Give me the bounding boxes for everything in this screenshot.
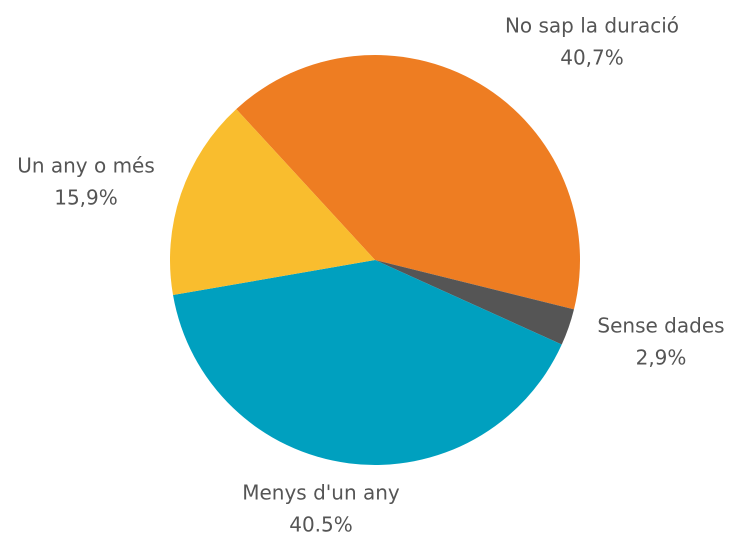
slice-value: 2,9% (636, 346, 687, 370)
slice-value: 40.5% (289, 513, 353, 534)
pie-slice (173, 260, 562, 465)
slice-value: 15,9% (54, 186, 118, 210)
slice-value: 40,7% (560, 46, 624, 70)
slice-label: Sense dades (597, 314, 724, 338)
slice-label: Un any o més (17, 154, 155, 178)
pie-slice (375, 260, 574, 345)
pie-slice (170, 109, 375, 296)
slice-label: Menys d'un any (242, 481, 400, 505)
pie-slice (236, 55, 580, 310)
slice-label: No sap la duració (505, 14, 679, 38)
